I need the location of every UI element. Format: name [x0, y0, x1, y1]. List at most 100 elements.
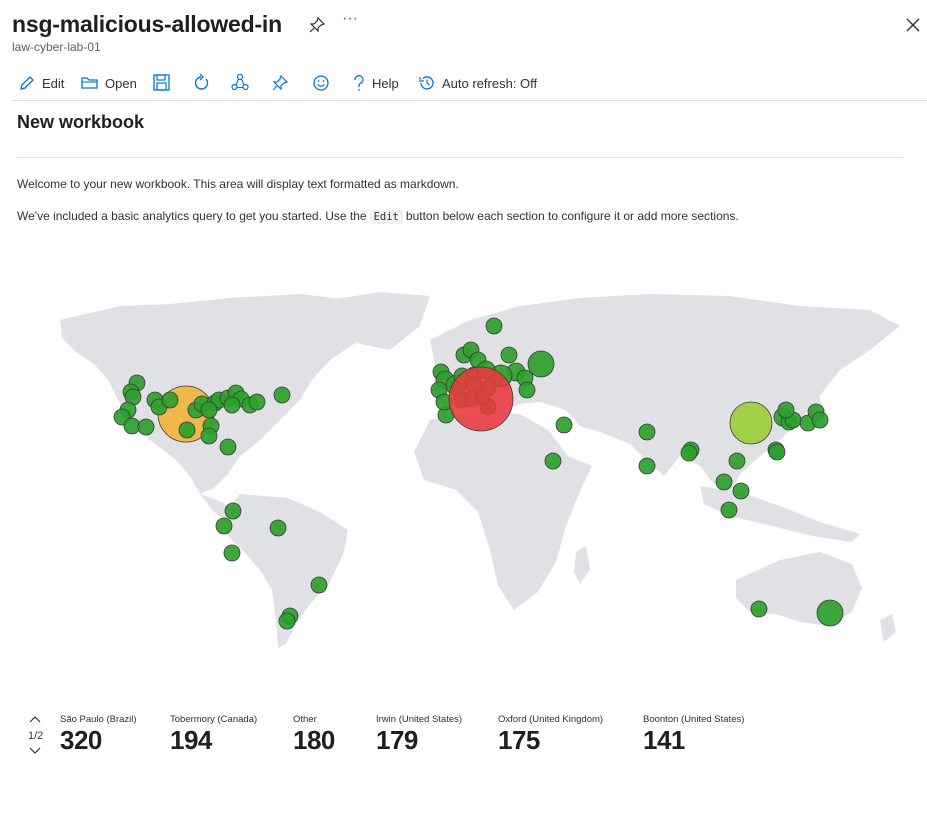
legend-item-label: Tobermory (Canada): [170, 714, 258, 725]
land-greenland: [330, 292, 430, 350]
location-bubble[interactable]: [215, 517, 233, 535]
section-divider: [17, 157, 903, 158]
location-bubble[interactable]: [728, 452, 746, 470]
legend-item[interactable]: Tobermory (Canada) 194: [170, 714, 257, 755]
title-row: nsg-malicious-allowed-in ···: [12, 8, 927, 40]
paragraph-text-before: We've included a basic analytics query t…: [17, 209, 367, 223]
location-bubble[interactable]: [273, 386, 291, 404]
legend-item-value: 141: [643, 725, 685, 755]
land-madagascar: [574, 546, 590, 584]
location-bubble[interactable]: [161, 391, 179, 409]
location-bubble[interactable]: [527, 350, 555, 378]
location-bubble[interactable]: [518, 381, 536, 399]
edit-icon: [20, 76, 34, 90]
land-masses: [60, 292, 900, 648]
location-bubble[interactable]: [224, 502, 242, 520]
toolbar: Edit Open Help: [12, 70, 912, 96]
legend-item[interactable]: Boonton (United States) 141: [643, 714, 744, 755]
save-icon[interactable]: [152, 70, 170, 96]
paragraph-text-after: button below each section to configure i…: [405, 209, 739, 223]
location-bubble[interactable]: [123, 417, 141, 435]
edit-code-snippet: Edit: [369, 210, 403, 224]
location-bubble[interactable]: [200, 401, 218, 419]
open-button[interactable]: Open: [80, 70, 137, 96]
pin-icon[interactable]: [308, 16, 326, 34]
location-bubble[interactable]: [768, 443, 786, 461]
location-bubble[interactable]: [269, 519, 287, 537]
location-bubble[interactable]: [223, 544, 241, 562]
edit-label: Edit: [42, 75, 65, 91]
resource-subtitle: law-cyber-lab-01: [12, 40, 101, 54]
bubble-top-location[interactable]: [448, 366, 514, 432]
question-icon: [354, 74, 364, 91]
legend-item-label: São Paulo (Brazil): [60, 714, 137, 725]
location-bubble[interactable]: [500, 346, 518, 364]
folder-icon: [81, 77, 98, 89]
location-bubble[interactable]: [811, 411, 829, 429]
toolbar-divider: [12, 100, 927, 101]
location-bubble[interactable]: [223, 396, 241, 414]
legend-item-label: Oxford (United Kingdom): [498, 714, 604, 725]
legend-item-value: 175: [498, 725, 540, 755]
legend-pager: 1/2: [28, 712, 46, 760]
land-southeast-asia: [700, 486, 860, 542]
location-bubble[interactable]: [200, 427, 218, 445]
legend-page-indicator: 1/2: [28, 730, 44, 742]
markdown-paragraph-1: Welcome to your new workbook. This area …: [17, 177, 459, 191]
legend-item[interactable]: Irwin (United States) 179: [376, 714, 462, 755]
land-south-america: [222, 494, 348, 648]
auto-refresh-button[interactable]: Auto refresh: Off: [418, 70, 537, 96]
share-icon[interactable]: [231, 70, 249, 96]
legend-item[interactable]: Oxford (United Kingdom) 175: [498, 714, 603, 755]
location-bubble[interactable]: [777, 401, 795, 419]
legend-item-value: 320: [60, 725, 102, 755]
open-label: Open: [105, 75, 137, 91]
location-bubble[interactable]: [310, 576, 328, 594]
location-bubble[interactable]: [137, 418, 155, 436]
location-bubble[interactable]: [715, 473, 733, 491]
land-europe-asia: [430, 294, 900, 494]
location-bubble[interactable]: [485, 317, 503, 335]
help-button[interactable]: Help: [352, 70, 399, 96]
feedback-smiley-icon[interactable]: [312, 70, 330, 96]
legend-item[interactable]: Other 180: [293, 714, 335, 755]
location-bubble[interactable]: [638, 423, 656, 441]
location-bubble[interactable]: [720, 501, 738, 519]
edit-button[interactable]: Edit: [18, 70, 64, 96]
location-bubble[interactable]: [219, 438, 237, 456]
legend-item[interactable]: São Paulo (Brazil) 320: [60, 714, 137, 755]
legend-item-value: 194: [170, 725, 212, 755]
location-bubble[interactable]: [555, 416, 573, 434]
more-options-icon[interactable]: ···: [342, 10, 358, 27]
land-new-zealand: [880, 614, 896, 642]
location-bubble[interactable]: [638, 457, 656, 475]
help-label: Help: [372, 75, 399, 91]
location-bubble[interactable]: [544, 452, 562, 470]
attack-bubbles: [113, 317, 844, 630]
legend-item-label: Irwin (United States): [376, 714, 463, 725]
section-title: New workbook: [17, 112, 145, 132]
legend-item-value: 179: [376, 725, 418, 755]
map-legend: 1/2 São Paulo (Brazil) 320 Tobermory (Ca…: [28, 712, 908, 762]
location-bubble[interactable]: [178, 421, 196, 439]
location-bubble[interactable]: [729, 401, 773, 445]
location-bubble[interactable]: [732, 482, 750, 500]
land-africa: [414, 412, 592, 610]
chevron-up-icon[interactable]: [28, 714, 42, 724]
legend-item-label: Boonton (United States): [643, 714, 745, 725]
refresh-icon[interactable]: [192, 70, 210, 96]
location-bubble[interactable]: [750, 600, 768, 618]
legend-item-label: Other: [293, 714, 317, 725]
location-bubble[interactable]: [816, 599, 844, 627]
pin-toolbar-icon[interactable]: [271, 70, 289, 96]
chevron-down-icon[interactable]: [28, 746, 42, 756]
location-bubble[interactable]: [680, 444, 698, 462]
location-bubble[interactable]: [248, 393, 266, 411]
markdown-paragraph-2: We've included a basic analytics query t…: [17, 209, 739, 224]
page-title: nsg-malicious-allowed-in: [12, 11, 282, 37]
world-map-svg: [60, 292, 900, 648]
world-map[interactable]: [0, 280, 927, 680]
auto-refresh-label: Auto refresh: Off: [442, 75, 538, 91]
close-icon[interactable]: [904, 16, 922, 34]
location-bubble[interactable]: [278, 612, 296, 630]
